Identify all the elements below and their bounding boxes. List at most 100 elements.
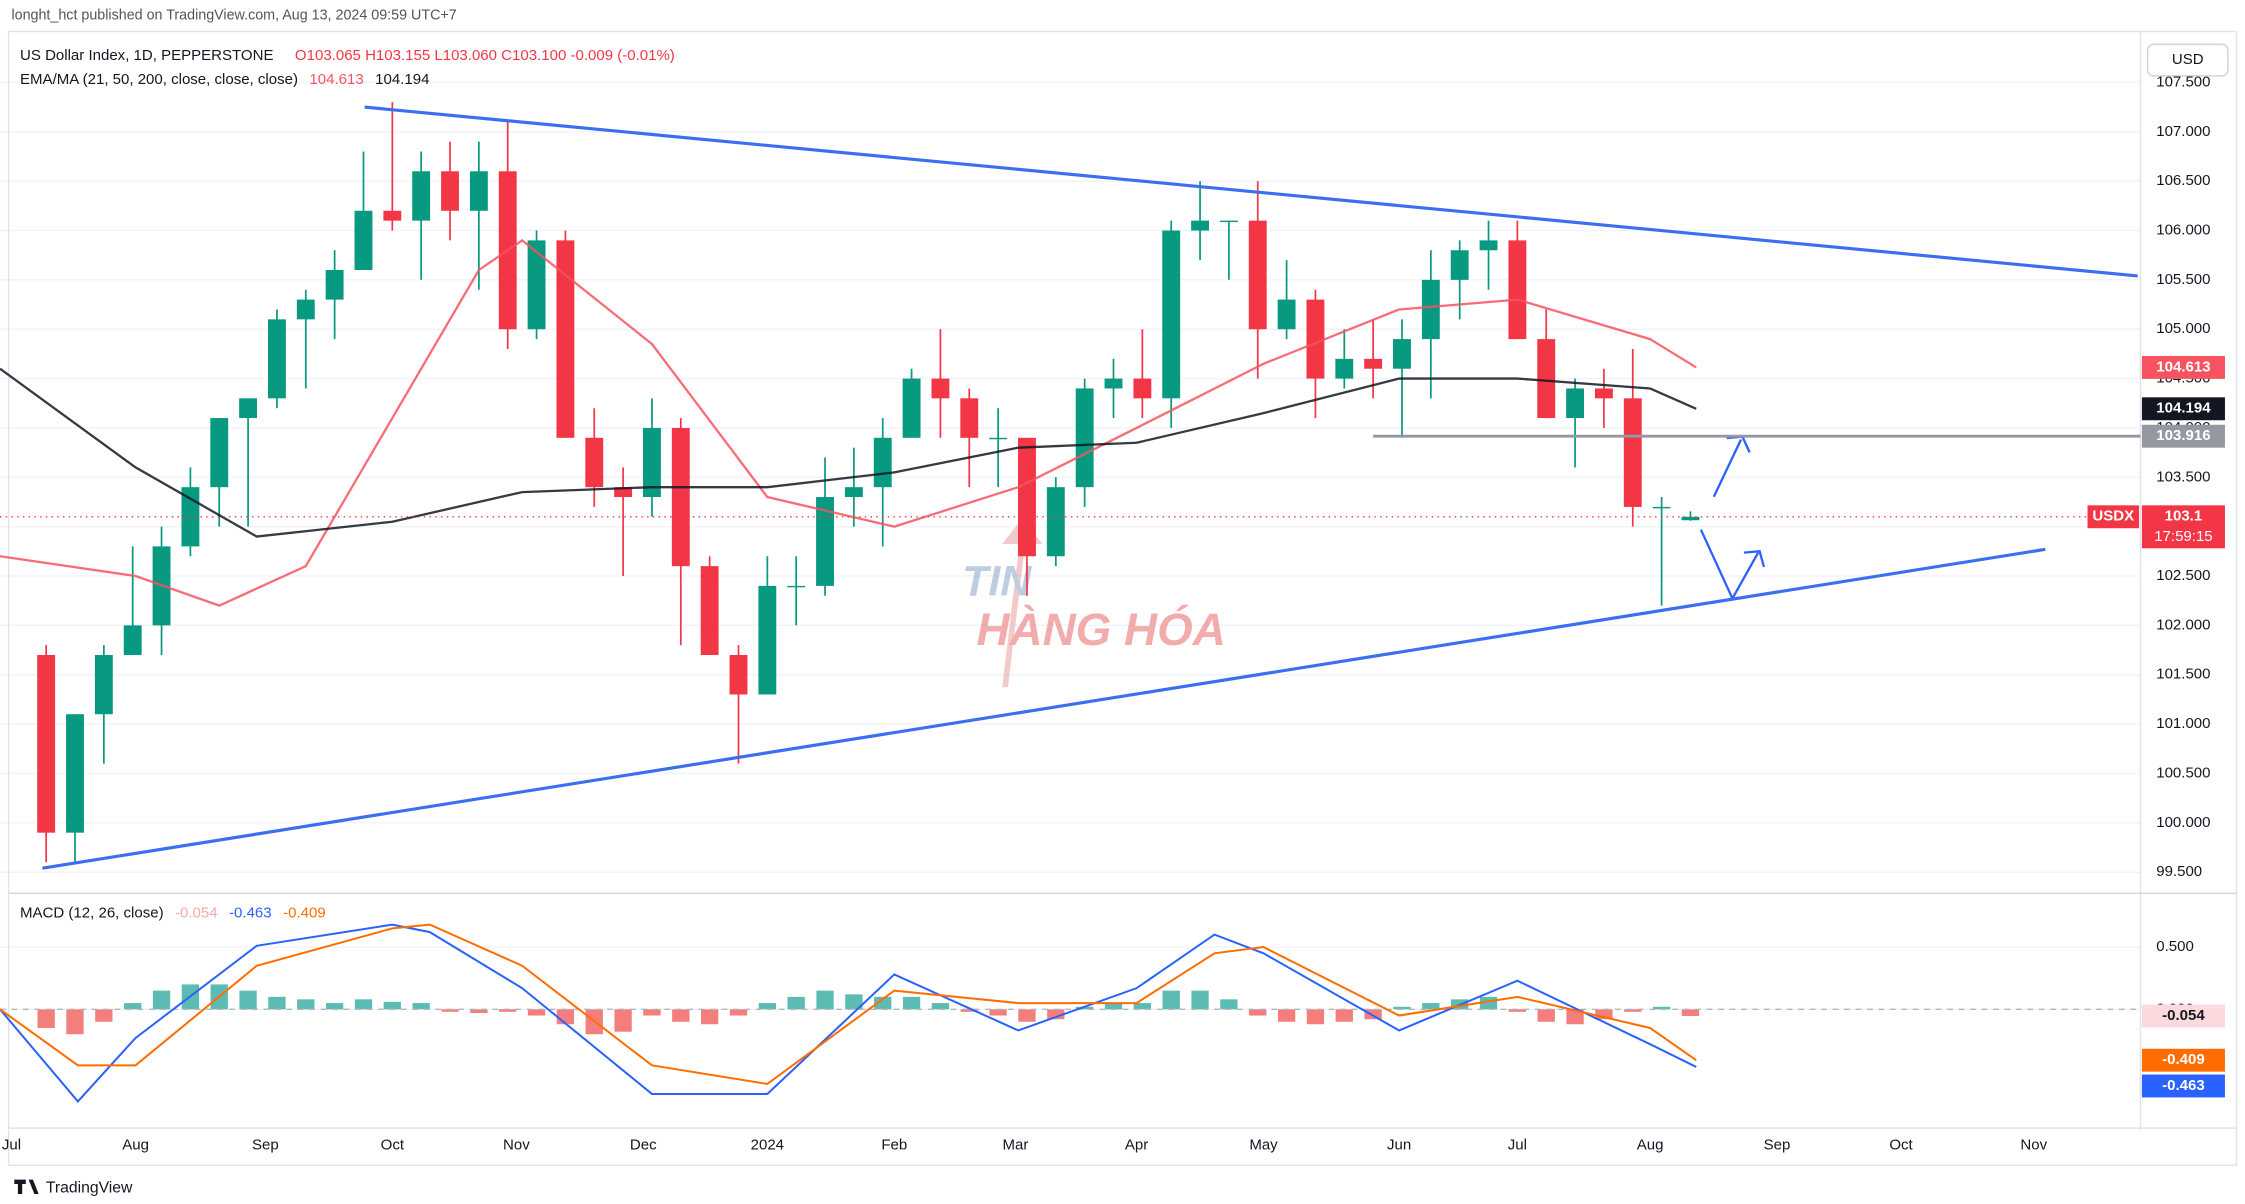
y-tick-label: 101.000 bbox=[2156, 715, 2210, 732]
candle-body bbox=[614, 487, 633, 498]
histogram-bar bbox=[441, 1009, 459, 1012]
histogram-bar bbox=[1537, 1009, 1555, 1022]
histogram-bar bbox=[672, 1009, 690, 1022]
x-tick-label: May bbox=[1249, 1136, 1278, 1153]
moving-average-line bbox=[0, 367, 1697, 538]
currency-button[interactable] bbox=[2146, 43, 2229, 77]
arrow-up bbox=[1712, 439, 1743, 498]
histogram-bar bbox=[268, 996, 286, 1010]
candle-body bbox=[1133, 378, 1152, 399]
x-tick-label: Dec bbox=[630, 1136, 657, 1153]
candle-body bbox=[1364, 358, 1383, 369]
candle-body bbox=[873, 437, 892, 488]
candle-body bbox=[354, 210, 373, 270]
histogram-bar bbox=[1306, 1009, 1325, 1025]
price-tag bbox=[2141, 355, 2225, 379]
histogram-bar bbox=[1047, 1009, 1065, 1020]
histogram-bar bbox=[1393, 1006, 1411, 1010]
symbol-title: US Dollar Index, 1D, PEPPERSTONE bbox=[20, 47, 273, 64]
histogram-bar bbox=[874, 996, 892, 1010]
y-tick-label: 102.000 bbox=[2156, 616, 2210, 633]
candle-body bbox=[66, 714, 84, 833]
footer: TradingView bbox=[14, 1179, 133, 1196]
candle-body bbox=[210, 418, 229, 488]
candle-body bbox=[902, 378, 921, 438]
candle-body bbox=[1450, 250, 1469, 280]
macd-legend: MACD (12, 26, close) -0.054 -0.463 -0.409 bbox=[20, 904, 326, 921]
candle-body bbox=[37, 654, 56, 833]
y-tick-label: 105.000 bbox=[2156, 320, 2210, 337]
candle-body bbox=[671, 427, 690, 567]
histogram-bar bbox=[787, 996, 805, 1010]
countdown-label: 17:59:15 bbox=[2154, 528, 2212, 545]
histogram-bar bbox=[816, 990, 834, 1010]
candle-body bbox=[643, 427, 661, 498]
candle-body bbox=[816, 497, 834, 586]
candle-body bbox=[1104, 378, 1123, 389]
candle-body bbox=[556, 240, 575, 438]
candle-body bbox=[1277, 299, 1296, 330]
arrow-head bbox=[1743, 549, 1766, 568]
histogram-bar bbox=[95, 1009, 113, 1022]
trendline bbox=[42, 547, 2046, 870]
currency-label: USD bbox=[2172, 51, 2204, 68]
plot-area bbox=[0, 923, 2141, 1103]
macd-line bbox=[0, 923, 1697, 1103]
watermark: TIN HÀNG HÓA bbox=[962, 518, 1226, 688]
indicator-value: 104.194 bbox=[375, 71, 429, 88]
price-tag-label: 103.916 bbox=[2156, 427, 2210, 444]
candle-body bbox=[1479, 240, 1498, 251]
histogram-bar bbox=[1220, 999, 1238, 1010]
candle-body bbox=[94, 654, 113, 715]
histogram-bar bbox=[383, 1001, 401, 1010]
macd-line bbox=[0, 923, 1697, 1086]
candle-body bbox=[1335, 358, 1354, 379]
candle-body bbox=[1018, 437, 1036, 557]
published-note: longht_hct published on TradingView.com,… bbox=[11, 8, 456, 24]
histogram-bar bbox=[152, 990, 171, 1010]
tv-logo bbox=[14, 1179, 39, 1194]
histogram-bar bbox=[556, 1009, 575, 1025]
histogram-bar bbox=[1681, 1009, 1700, 1017]
y-tick-label: 107.500 bbox=[2156, 73, 2210, 90]
histogram-bar bbox=[1364, 1009, 1382, 1020]
candle-body bbox=[758, 585, 777, 695]
y-tick-label: 100.500 bbox=[2156, 764, 2210, 781]
histogram-bar bbox=[470, 1009, 488, 1014]
macd-value: -0.463 bbox=[229, 904, 272, 921]
watermark-tin: TIN bbox=[962, 557, 1032, 605]
x-tick-label: Apr bbox=[1125, 1136, 1148, 1153]
price-tag bbox=[2141, 1074, 2225, 1098]
x-tick-label: Sep bbox=[252, 1136, 279, 1153]
histogram-bar bbox=[1249, 1009, 1267, 1016]
histogram-bar bbox=[1624, 1009, 1642, 1012]
histogram-bar bbox=[1508, 1009, 1527, 1012]
x-tick-label: Nov bbox=[503, 1136, 530, 1153]
histogram-bar bbox=[1652, 1006, 1671, 1010]
price-tag-label: -0.463 bbox=[2162, 1077, 2205, 1094]
candle-body bbox=[1566, 388, 1585, 419]
candle-body bbox=[931, 378, 950, 399]
candle-body bbox=[960, 398, 979, 438]
candle-body bbox=[527, 240, 546, 330]
histogram-bar bbox=[297, 999, 315, 1010]
price-tag bbox=[2141, 424, 2225, 448]
candle-body bbox=[729, 654, 748, 695]
histogram-bar bbox=[1104, 1003, 1123, 1010]
histogram-bar bbox=[1191, 990, 1209, 1010]
histogram-bar bbox=[124, 1003, 142, 1010]
histogram-bar bbox=[239, 990, 257, 1010]
chart-frame bbox=[7, 30, 2238, 1167]
x-tick-label: Feb bbox=[881, 1136, 907, 1153]
histogram-bar bbox=[758, 1003, 776, 1010]
x-tick-label: Aug bbox=[122, 1136, 149, 1153]
candle-body bbox=[1537, 339, 1556, 419]
trendline bbox=[364, 105, 2138, 278]
candle-body bbox=[267, 319, 286, 399]
histogram-bar bbox=[902, 996, 921, 1010]
candle-body bbox=[1508, 240, 1527, 340]
histogram-bar bbox=[1018, 1009, 1036, 1022]
histogram-bar bbox=[1335, 1009, 1353, 1022]
plot-area bbox=[0, 102, 1700, 863]
